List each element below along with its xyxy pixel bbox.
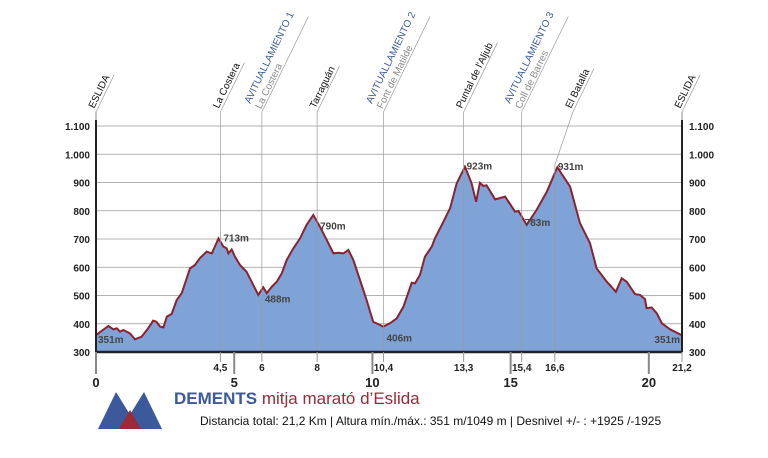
y-tick-label-left: 300 (73, 348, 90, 359)
elevation-annotation: 351m (98, 335, 124, 346)
x-minor-tick-label: 8 (314, 363, 320, 374)
waypoint-name: La Costera (211, 61, 243, 110)
y-tick-label-right: 700 (689, 235, 706, 246)
waypoint-name: Puntal de l'Aljub (455, 41, 496, 110)
x-minor-tick-label: 13,3 (454, 363, 474, 374)
y-tick-label-right: 500 (689, 292, 706, 303)
y-tick-label-left: 1.100 (65, 122, 90, 133)
x-minor-tick-label: 10,4 (374, 363, 394, 374)
elevation-annotation: 783m (525, 218, 551, 229)
waypoint-label-3: Tarraguán (308, 65, 340, 113)
profile-line (95, 164, 683, 341)
logo (98, 392, 162, 429)
x-minor-tick-label: 21,2 (672, 363, 692, 374)
x-minor-tick-label: 4,5 (213, 363, 227, 374)
waypoint-name: Tarraguán (308, 65, 338, 110)
axes (95, 120, 683, 374)
waypoint-leader (521, 16, 569, 113)
waypoint-lines (95, 111, 683, 352)
x-minor-tick-label: 16,6 (545, 363, 565, 374)
x-minor-tick-label: 6 (259, 363, 265, 374)
x-major-tick-label: 10 (365, 375, 379, 390)
waypoint-label-0: ESLIDA (87, 73, 115, 113)
y-tick-label-right: 900 (689, 179, 706, 190)
y-tick-label-left: 400 (73, 320, 90, 331)
race-title: DEMENTS mitja marató d’Eslida (174, 389, 420, 409)
elevation-annotation: 351m (654, 335, 680, 346)
x-major-tick-label: 15 (503, 375, 517, 390)
waypoint-label-1: La Costera (211, 61, 245, 113)
x-major-tick-label: 0 (92, 375, 99, 390)
y-tick-label-right: 400 (689, 320, 706, 331)
waypoint-label-8: ESLIDA (673, 73, 701, 113)
logo-triangle (119, 410, 141, 429)
waypoint-label-7: El Batalla (564, 67, 595, 113)
waypoint-leader (463, 42, 498, 113)
waypoint-leader (681, 74, 701, 113)
y-tick-label-left: 900 (73, 179, 90, 190)
x-major-tick-label: 20 (642, 375, 656, 390)
waypoint-leader (316, 65, 340, 113)
elevation-annotation: 406m (386, 334, 412, 345)
waypoint-name: El Batalla (564, 67, 593, 110)
race-stats: Distancia total: 21,2 Km | Altura mín./m… (200, 414, 662, 428)
y-tick-label-right: 1.000 (689, 150, 714, 161)
y-tick-label-left: 800 (73, 207, 90, 218)
y-tick-label-left: 600 (73, 263, 90, 274)
y-tick-label-left: 700 (73, 235, 90, 246)
waypoint-leader (383, 16, 431, 113)
race-name: mitja marató d’Eslida (261, 389, 420, 408)
waypoint-leader (572, 68, 595, 113)
brand-name: DEMENTS (174, 389, 258, 408)
waypoint-leader (95, 74, 115, 113)
waypoint-line (554, 111, 574, 166)
elevation-annotation: 931m (558, 162, 584, 173)
elevation-annotation: 923m (467, 162, 493, 173)
x-minor-tick-label: 15,4 (512, 363, 532, 374)
y-tick-label-left: 500 (73, 292, 90, 303)
waypoint-leader (220, 62, 245, 113)
y-tick-label-right: 800 (689, 207, 706, 218)
elevation-annotation: 713m (223, 233, 249, 244)
elevation-annotation: 790m (320, 222, 346, 233)
waypoint-label-2: AVITUALLAMIENTO 1La Costera (243, 10, 309, 113)
waypoint-label-5: Puntal de l'Aljub (455, 41, 498, 113)
y-tick-label-right: 600 (689, 263, 706, 274)
x-major-tick-label: 5 (231, 375, 238, 390)
y-tick-label-right: 300 (689, 348, 706, 359)
y-tick-label-left: 1.000 (65, 150, 90, 161)
y-tick-label-right: 1.100 (689, 122, 714, 133)
elevation-annotation: 488m (265, 294, 291, 305)
waypoint-leader (261, 16, 309, 113)
